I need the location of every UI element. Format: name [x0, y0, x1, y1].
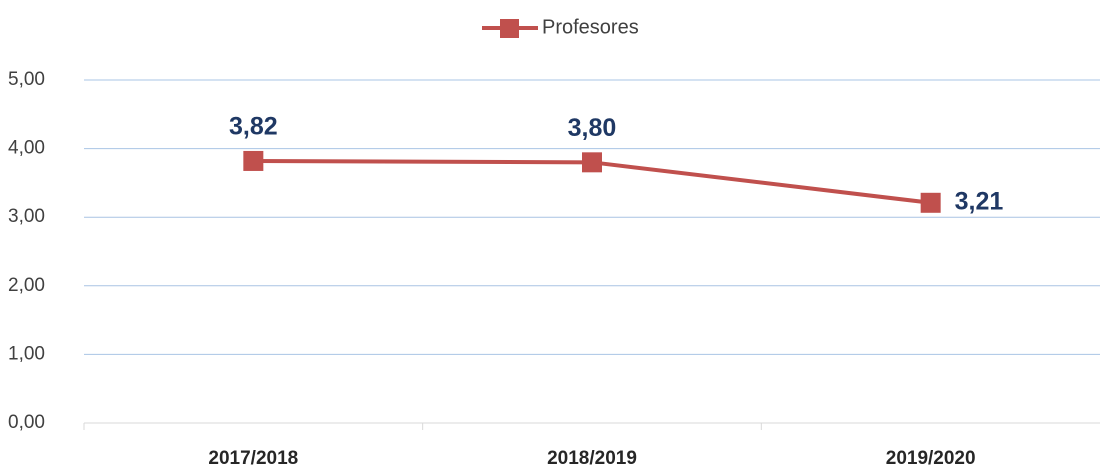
- y-tick-label: 0,00: [8, 412, 45, 433]
- data-label: 3,80: [568, 114, 617, 142]
- marker: [920, 192, 941, 213]
- y-tick-label: 5,00: [8, 69, 45, 90]
- y-tick-label: 4,00: [8, 138, 45, 159]
- data-label: 3,82: [229, 113, 278, 141]
- legend-marker: [500, 19, 519, 38]
- data-label: 3,21: [955, 187, 1004, 215]
- marker: [243, 150, 264, 171]
- x-tick-label: 2017/2018: [208, 448, 298, 469]
- legend-label: Profesores: [542, 16, 639, 38]
- y-tick-label: 2,00: [8, 275, 45, 296]
- x-tick-label: 2019/2020: [886, 448, 976, 469]
- y-tick-label: 1,00: [8, 343, 45, 364]
- marker: [582, 152, 602, 173]
- y-tick-label: 3,00: [8, 206, 45, 227]
- x-tick-label: 2018/2019: [547, 448, 637, 469]
